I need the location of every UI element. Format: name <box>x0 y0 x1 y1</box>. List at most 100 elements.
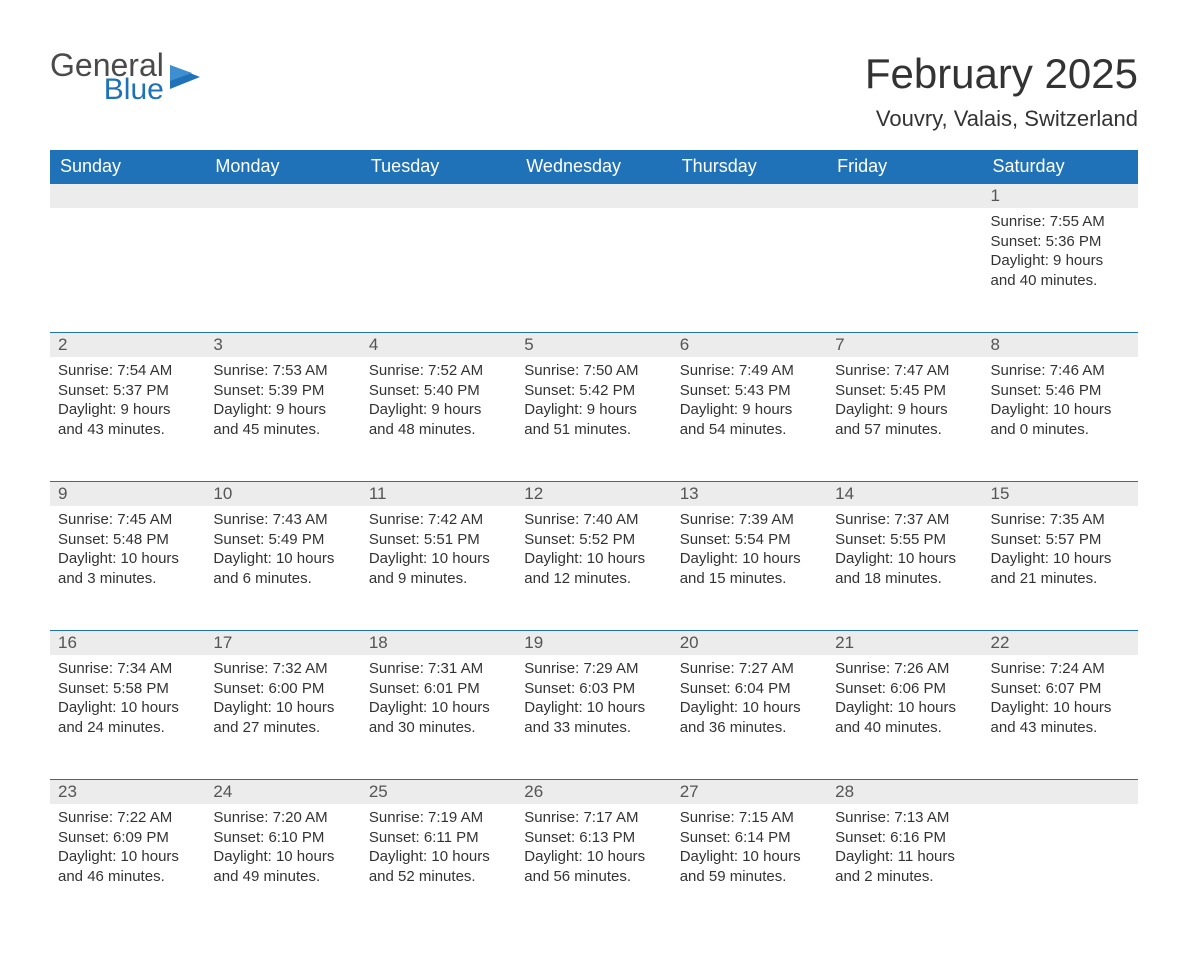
weekday-header: Monday <box>205 150 360 184</box>
sunset-line: Sunset: 5:39 PM <box>213 381 352 401</box>
page-title: February 2025 <box>865 50 1138 98</box>
sunrise-line: Sunrise: 7:53 AM <box>213 361 352 381</box>
sunrise-line: Sunrise: 7:47 AM <box>835 361 974 381</box>
empty-day-cell <box>827 208 982 224</box>
sunset-line: Sunset: 5:51 PM <box>369 530 508 550</box>
day-cell: Sunrise: 7:19 AMSunset: 6:11 PMDaylight:… <box>361 804 516 898</box>
daylight-line: Daylight: 10 hours and 9 minutes. <box>369 549 508 588</box>
logo: General Blue <box>50 50 200 105</box>
sunset-line: Sunset: 5:54 PM <box>680 530 819 550</box>
title-block: February 2025 Vouvry, Valais, Switzerlan… <box>865 50 1138 132</box>
daylight-line: Daylight: 10 hours and 40 minutes. <box>835 698 974 737</box>
empty-day-cell <box>516 208 671 224</box>
daynum-row: 232425262728 <box>50 780 1138 805</box>
sunrise-line: Sunrise: 7:26 AM <box>835 659 974 679</box>
day-number: 2 <box>50 333 205 357</box>
day-cell: Sunrise: 7:47 AMSunset: 5:45 PMDaylight:… <box>827 357 982 451</box>
day-number: 21 <box>827 631 982 655</box>
sunrise-line: Sunrise: 7:27 AM <box>680 659 819 679</box>
sunrise-line: Sunrise: 7:34 AM <box>58 659 197 679</box>
sunset-line: Sunset: 5:42 PM <box>524 381 663 401</box>
sunrise-line: Sunrise: 7:50 AM <box>524 361 663 381</box>
day-cell: Sunrise: 7:53 AMSunset: 5:39 PMDaylight:… <box>205 357 360 451</box>
day-number: 1 <box>983 184 1138 208</box>
day-cell: Sunrise: 7:27 AMSunset: 6:04 PMDaylight:… <box>672 655 827 749</box>
daylight-line: Daylight: 10 hours and 18 minutes. <box>835 549 974 588</box>
day-number: 27 <box>672 780 827 804</box>
empty-day-number <box>672 184 827 208</box>
empty-day-number <box>50 184 205 208</box>
weekday-header: Thursday <box>672 150 827 184</box>
daylight-line: Daylight: 10 hours and 24 minutes. <box>58 698 197 737</box>
day-cell: Sunrise: 7:54 AMSunset: 5:37 PMDaylight:… <box>50 357 205 451</box>
sunrise-line: Sunrise: 7:45 AM <box>58 510 197 530</box>
daylight-line: Daylight: 10 hours and 36 minutes. <box>680 698 819 737</box>
sunrise-line: Sunrise: 7:13 AM <box>835 808 974 828</box>
day-cell: Sunrise: 7:46 AMSunset: 5:46 PMDaylight:… <box>983 357 1138 451</box>
daylight-line: Daylight: 10 hours and 12 minutes. <box>524 549 663 588</box>
sunset-line: Sunset: 6:06 PM <box>835 679 974 699</box>
sunset-line: Sunset: 6:10 PM <box>213 828 352 848</box>
sunrise-line: Sunrise: 7:54 AM <box>58 361 197 381</box>
flag-icon <box>170 65 200 89</box>
sunrise-line: Sunrise: 7:43 AM <box>213 510 352 530</box>
day-cell: Sunrise: 7:31 AMSunset: 6:01 PMDaylight:… <box>361 655 516 749</box>
day-cell: Sunrise: 7:42 AMSunset: 5:51 PMDaylight:… <box>361 506 516 600</box>
day-cell: Sunrise: 7:17 AMSunset: 6:13 PMDaylight:… <box>516 804 671 898</box>
daylight-line: Daylight: 9 hours and 54 minutes. <box>680 400 819 439</box>
sunrise-line: Sunrise: 7:42 AM <box>369 510 508 530</box>
day-number: 8 <box>983 333 1138 357</box>
day-number: 9 <box>50 482 205 506</box>
sunrise-line: Sunrise: 7:19 AM <box>369 808 508 828</box>
sunset-line: Sunset: 5:43 PM <box>680 381 819 401</box>
day-number: 14 <box>827 482 982 506</box>
day-number: 26 <box>516 780 671 804</box>
day-number: 28 <box>827 780 982 804</box>
day-number: 17 <box>205 631 360 655</box>
day-content-row: Sunrise: 7:54 AMSunset: 5:37 PM Daylight:… <box>50 357 1138 482</box>
day-number: 12 <box>516 482 671 506</box>
day-number: 6 <box>672 333 827 357</box>
empty-day-cell <box>50 208 205 224</box>
day-cell: Sunrise: 7:26 AMSunset: 6:06 PMDaylight:… <box>827 655 982 749</box>
sunset-line: Sunset: 6:09 PM <box>58 828 197 848</box>
day-cell: Sunrise: 7:22 AMSunset: 6:09 PMDaylight:… <box>50 804 205 898</box>
sunset-line: Sunset: 5:37 PM <box>58 381 197 401</box>
sunrise-line: Sunrise: 7:46 AM <box>991 361 1130 381</box>
daylight-line: Daylight: 10 hours and 0 minutes. <box>991 400 1130 439</box>
logo-text: General Blue <box>50 50 164 105</box>
day-cell: Sunrise: 7:43 AMSunset: 5:49 PMDaylight:… <box>205 506 360 600</box>
day-cell: Sunrise: 7:52 AMSunset: 5:40 PMDaylight:… <box>361 357 516 451</box>
sunrise-line: Sunrise: 7:49 AM <box>680 361 819 381</box>
daylight-line: Daylight: 9 hours and 57 minutes. <box>835 400 974 439</box>
daylight-line: Daylight: 9 hours and 48 minutes. <box>369 400 508 439</box>
day-cell: Sunrise: 7:34 AMSunset: 5:58 PMDaylight:… <box>50 655 205 749</box>
page-subtitle: Vouvry, Valais, Switzerland <box>865 106 1138 132</box>
sunrise-line: Sunrise: 7:40 AM <box>524 510 663 530</box>
daylight-line: Daylight: 10 hours and 3 minutes. <box>58 549 197 588</box>
sunset-line: Sunset: 5:55 PM <box>835 530 974 550</box>
daylight-line: Daylight: 10 hours and 43 minutes. <box>991 698 1130 737</box>
day-number: 24 <box>205 780 360 804</box>
day-cell: Sunrise: 7:49 AMSunset: 5:43 PMDaylight:… <box>672 357 827 451</box>
day-cell: Sunrise: 7:37 AMSunset: 5:55 PMDaylight:… <box>827 506 982 600</box>
sunset-line: Sunset: 5:49 PM <box>213 530 352 550</box>
daylight-line: Daylight: 9 hours and 45 minutes. <box>213 400 352 439</box>
daylight-line: Daylight: 10 hours and 6 minutes. <box>213 549 352 588</box>
empty-day-number <box>516 184 671 208</box>
daylight-line: Daylight: 10 hours and 33 minutes. <box>524 698 663 737</box>
sunset-line: Sunset: 6:07 PM <box>991 679 1130 699</box>
sunrise-line: Sunrise: 7:55 AM <box>991 212 1130 232</box>
daylight-line: Daylight: 10 hours and 56 minutes. <box>524 847 663 886</box>
day-number: 20 <box>672 631 827 655</box>
calendar-table: SundayMondayTuesdayWednesdayThursdayFrid… <box>50 150 1138 928</box>
sunset-line: Sunset: 5:58 PM <box>58 679 197 699</box>
day-number: 10 <box>205 482 360 506</box>
day-number: 5 <box>516 333 671 357</box>
weekday-header-row: SundayMondayTuesdayWednesdayThursdayFrid… <box>50 150 1138 184</box>
daylight-line: Daylight: 10 hours and 49 minutes. <box>213 847 352 886</box>
day-cell: Sunrise: 7:55 AMSunset: 5:36 PMDaylight:… <box>983 208 1138 302</box>
day-number: 16 <box>50 631 205 655</box>
daynum-row: 16171819202122 <box>50 631 1138 656</box>
weekday-header: Wednesday <box>516 150 671 184</box>
